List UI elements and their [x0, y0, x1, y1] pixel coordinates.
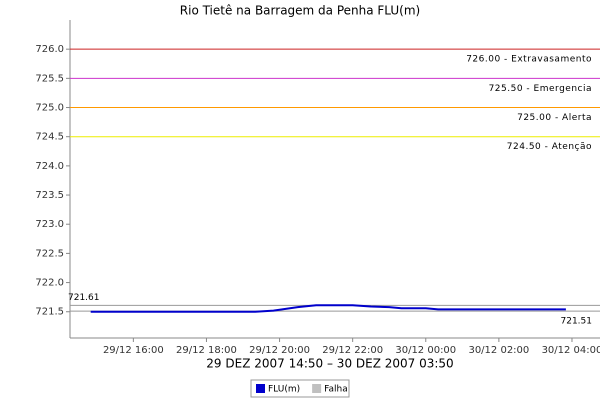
x-tick-label: 29/12 18:00 — [176, 345, 237, 356]
threshold-label: 725.50 - Emergencia — [489, 84, 592, 94]
x-tick-label: 29/12 20:00 — [249, 345, 310, 356]
threshold-label: 725.00 - Alerta — [517, 113, 592, 123]
x-tick-label: 30/12 00:00 — [395, 345, 456, 356]
chart-subtitle: 29 DEZ 2007 14:50 – 30 DEZ 2007 03:50 — [206, 357, 453, 371]
reference-label: 721.51 — [561, 317, 593, 327]
legend-label: FLU(m) — [268, 385, 300, 395]
y-tick-label: 725.5 — [35, 73, 64, 84]
y-tick-label: 724.5 — [35, 132, 64, 143]
legend-box — [250, 379, 350, 398]
reference-label: 721.61 — [68, 293, 100, 303]
y-tick-label: 725.0 — [35, 103, 64, 114]
threshold-label: 726.00 - Extravasamento — [466, 55, 592, 65]
y-tick-label: 722.0 — [35, 278, 64, 289]
legend-label: Falha — [324, 385, 348, 395]
y-tick-label: 723.5 — [35, 190, 64, 201]
y-tick-label: 726.0 — [35, 44, 64, 55]
x-tick-label: 29/12 16:00 — [103, 345, 164, 356]
x-tick-label: 30/12 04:00 — [542, 345, 600, 356]
y-tick-label: 724.0 — [35, 161, 64, 172]
legend-swatch — [312, 384, 322, 393]
chart-title: Rio Tietê na Barragem da Penha FLU(m) — [180, 4, 420, 18]
y-tick-label: 723.0 — [35, 219, 64, 230]
y-tick-label: 721.5 — [35, 307, 64, 318]
legend-swatch — [256, 384, 265, 393]
threshold-label: 724.50 - Atenção — [507, 142, 592, 152]
y-tick-label: 722.5 — [35, 248, 64, 259]
x-tick-label: 30/12 02:00 — [468, 345, 529, 356]
x-tick-label: 29/12 22:00 — [322, 345, 383, 356]
series-line — [90, 304, 566, 313]
